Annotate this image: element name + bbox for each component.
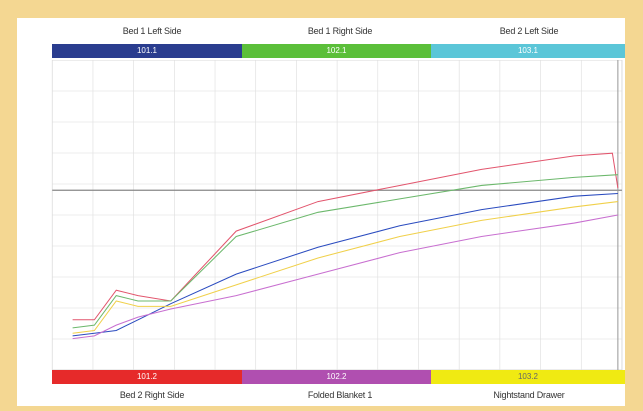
channel-label-bottom-2: Folded Blanket 1	[307, 390, 373, 400]
channel-band-bottom-3[interactable]: 103.2	[431, 370, 625, 384]
series-line-1	[72, 152, 619, 321]
channel-label-top-1: Bed 1 Left Side	[122, 26, 182, 36]
series-line-2	[72, 174, 618, 329]
line-chart	[51, 60, 623, 370]
channel-label-top-3: Bed 2 Left Side	[499, 26, 559, 36]
series-line-4	[72, 201, 618, 334]
chart-frame: Bed 1 Left Side Bed 1 Right Side Bed 2 L…	[17, 18, 625, 406]
channel-band-top-1[interactable]: 101.1	[52, 44, 242, 58]
channel-label-bottom-3: Nightstand Drawer	[493, 390, 565, 400]
channel-band-top-3[interactable]: 103.1	[431, 44, 625, 58]
series-line-3	[72, 192, 618, 337]
channel-band-top-2[interactable]: 102.1	[242, 44, 431, 58]
channel-label-bottom-1: Bed 2 Right Side	[119, 390, 185, 400]
channel-band-bottom-2[interactable]: 102.2	[242, 370, 431, 384]
channel-band-bottom-1[interactable]: 101.2	[52, 370, 242, 384]
channel-label-top-2: Bed 1 Right Side	[307, 26, 373, 36]
series-line-5	[72, 214, 618, 340]
